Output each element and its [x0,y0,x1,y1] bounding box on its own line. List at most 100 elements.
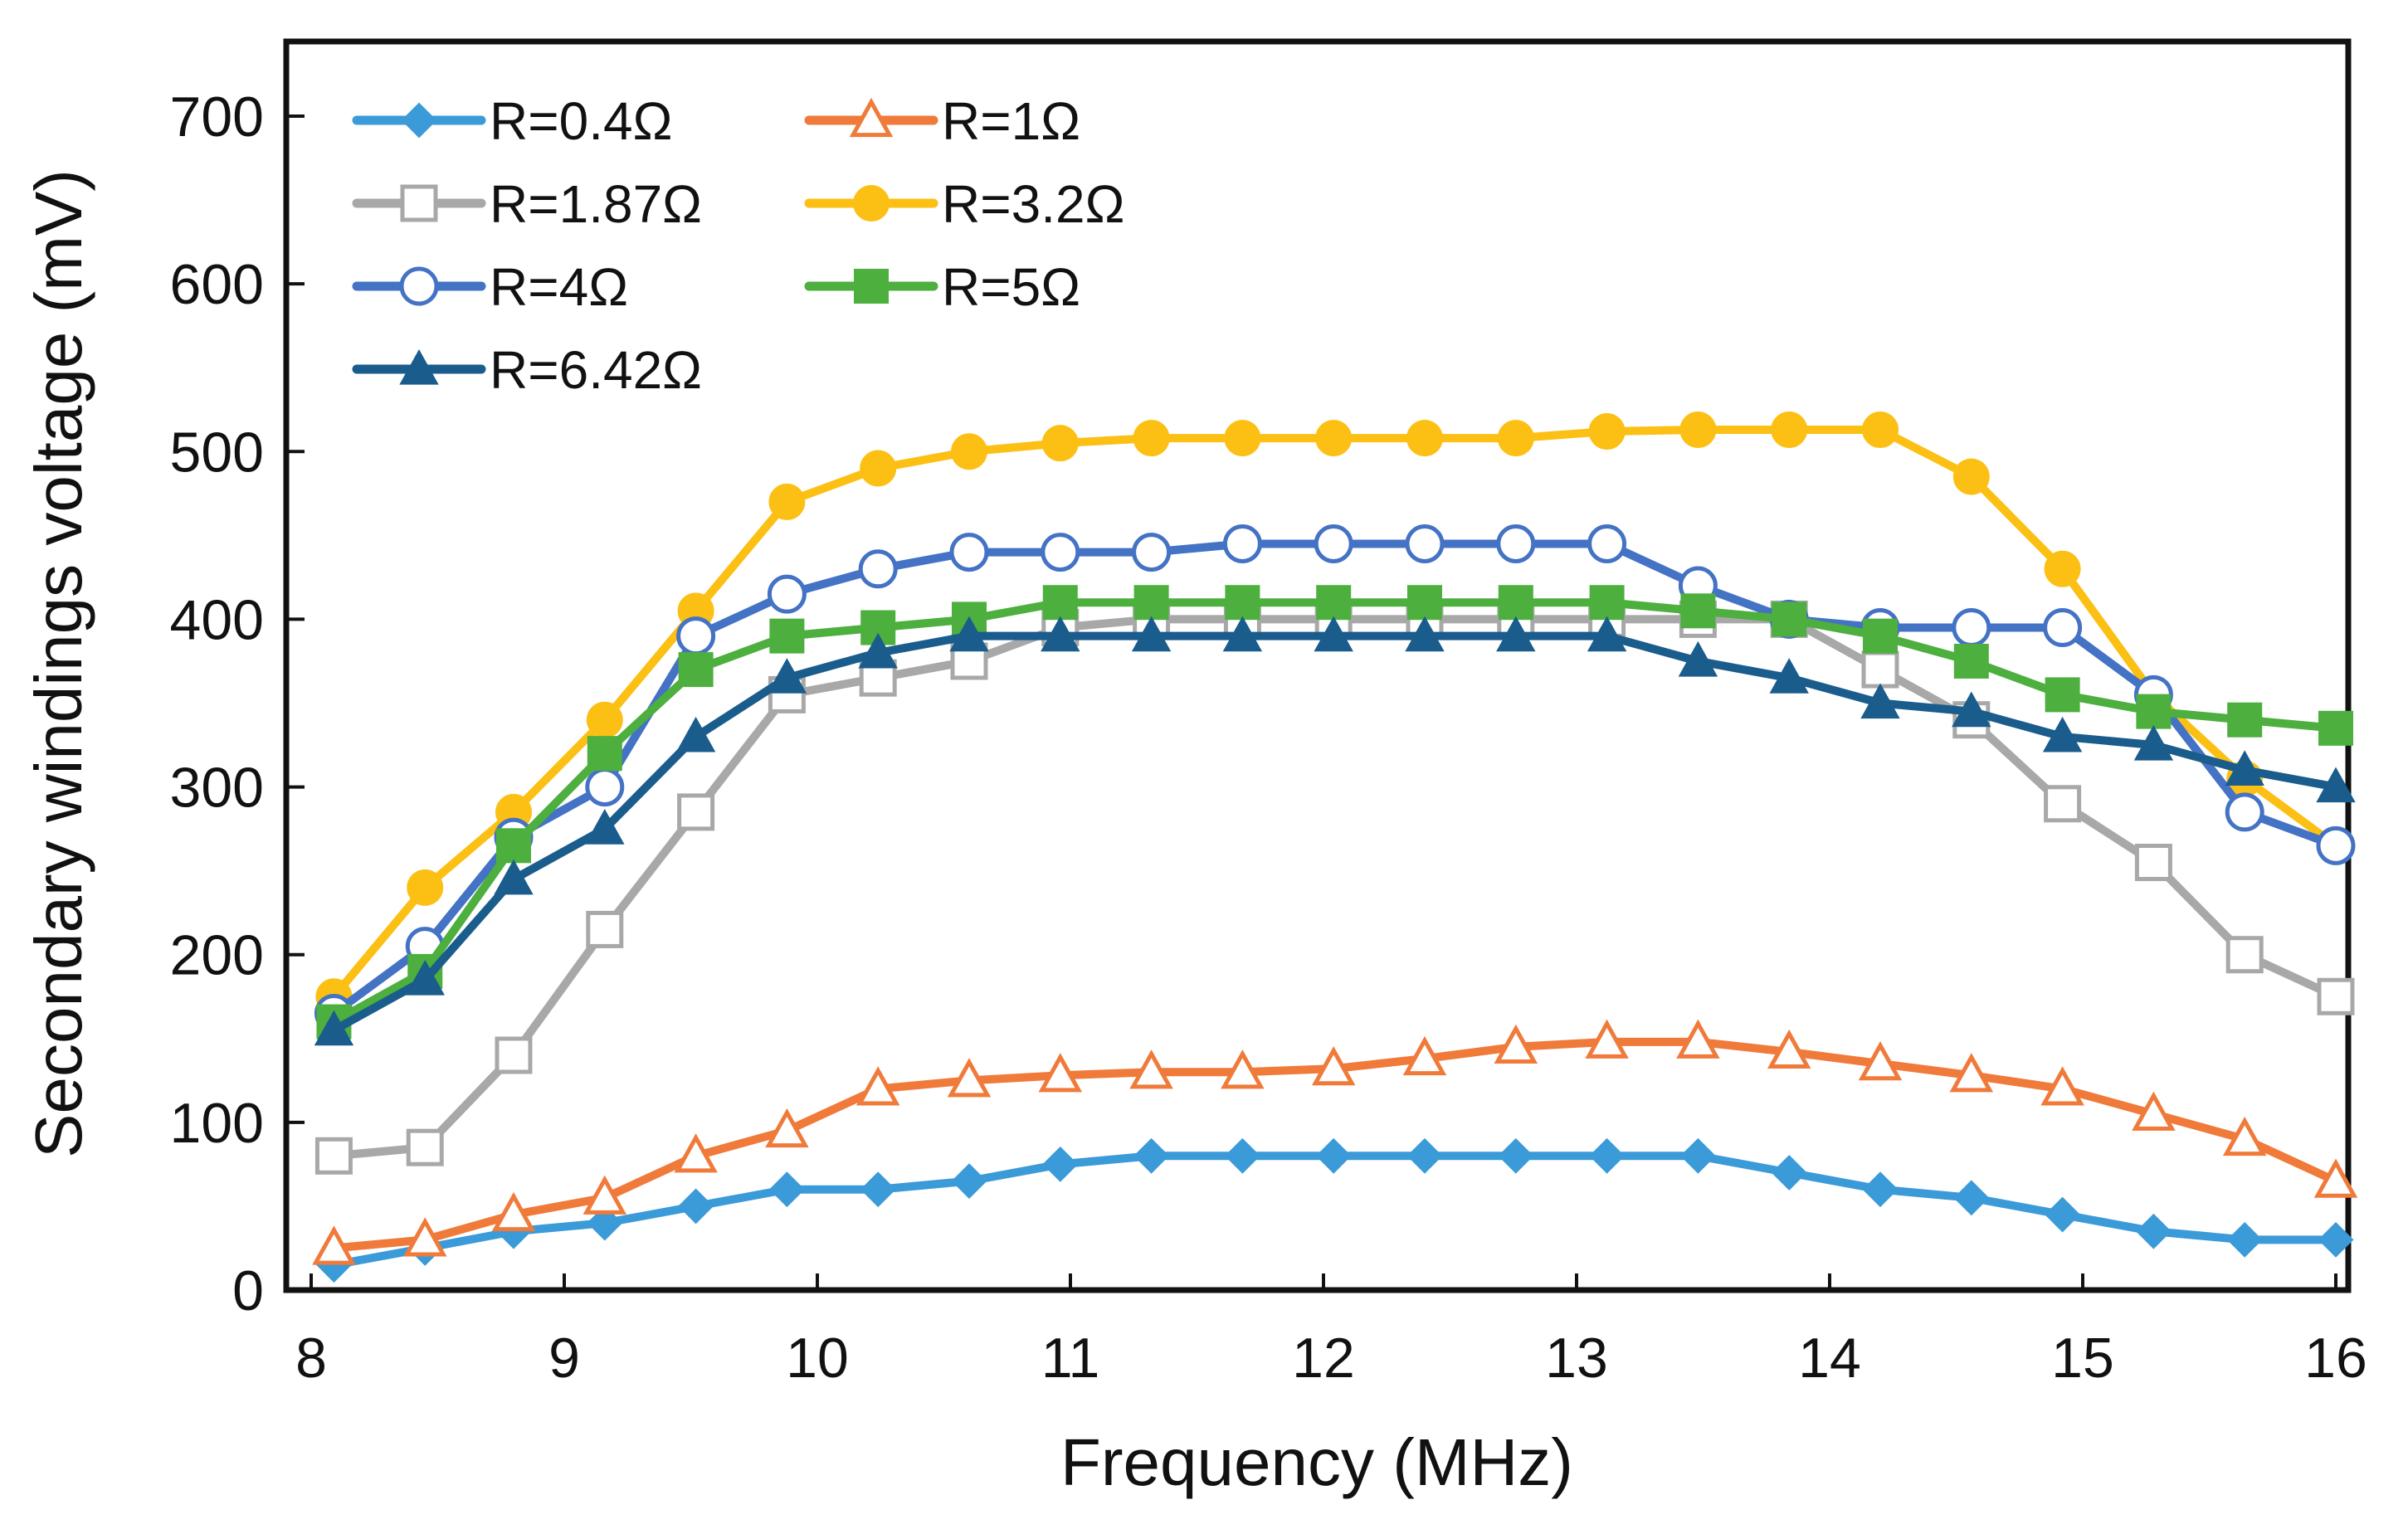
y-axis-title: Secondary windings voltage (mV) [22,169,95,1158]
x-tick-label: 11 [1041,1327,1100,1390]
data-point [1589,585,1625,621]
data-point [1133,585,1169,621]
series-R=1Ω [312,1019,2358,1265]
data-point [1952,608,1991,648]
data-point [951,1163,987,1200]
legend-swatch-marker [399,348,439,385]
data-point [1496,523,1536,563]
data-point [1496,616,1536,652]
data-point [1406,1137,1443,1174]
data-point [2317,977,2355,1015]
data-point [1225,585,1260,621]
data-point [1038,1053,1083,1093]
legend-swatch-marker [400,184,438,222]
data-point [2044,785,2082,823]
data-point [858,632,898,669]
x-tick-label: 15 [2051,1327,2114,1390]
series-R=6.42Ω [314,616,2356,1046]
data-point [1041,425,1079,462]
data-point [1316,585,1352,621]
y-tick-label: 300 [170,757,264,820]
data-point [1863,618,1898,654]
data-point [765,1108,809,1148]
data-point [587,736,622,772]
data-point [860,610,896,645]
legend-label: R=5Ω [942,257,1080,317]
legend-item: R=4Ω [352,257,628,317]
data-point [1131,616,1172,652]
data-point [1771,411,1808,449]
data-point [678,652,714,688]
data-point [1402,1035,1447,1076]
x-tick-label: 8 [295,1327,327,1390]
data-point [496,828,531,864]
data-point [1042,585,1078,621]
data-point [2045,1196,2081,1233]
data-point [768,483,806,520]
data-point [1222,616,1263,652]
x-tick-label: 13 [1545,1327,1608,1390]
data-point [1676,1019,1720,1059]
legend-swatch-marker [399,266,439,306]
data-point [1041,616,1080,652]
plot-frame [283,38,2352,1293]
data-point [947,1058,992,1098]
legend-item: R=3.2Ω [804,174,1124,234]
legend-item: R=6.42Ω [352,340,702,400]
data-point [1042,1146,1079,1182]
data-point [1769,658,1809,694]
legend-item: R=1Ω [804,91,1080,151]
data-point [494,859,534,895]
data-point [1678,640,1718,677]
data-point [768,1171,805,1208]
data-point [1405,616,1445,652]
data-point [1498,585,1533,621]
data-point [1129,1049,1173,1089]
data-point [1952,458,1990,495]
data-point [585,767,625,807]
data-point [1498,1137,1534,1174]
data-point [2313,1158,2358,1198]
data-point [1949,1053,1994,1093]
data-point [405,959,445,996]
data-point [491,1191,536,1232]
data-point [767,658,807,694]
data-point [860,450,897,487]
data-point [2222,1116,2267,1156]
y-tick-label: 0 [232,1259,264,1322]
legend-swatch-marker [853,185,890,222]
data-point [767,574,807,614]
legend-item: R=0.4Ω [352,91,672,151]
data-point [1041,533,1080,572]
data-point [2132,1091,2176,1131]
legend-item: R=5Ω [804,257,1080,317]
legend-swatch-marker [401,102,437,139]
data-point [2044,550,2081,587]
data-point [583,1175,627,1215]
legend-swatch-marker [849,97,894,138]
data-point [1680,593,1716,629]
x-tick-label: 9 [548,1327,580,1390]
data-point [1862,411,1899,449]
data-point [860,1171,896,1208]
data-point [1861,650,1899,689]
data-point [1311,1046,1356,1086]
data-point [1587,616,1627,652]
data-point [1858,1040,1903,1081]
data-point [2042,716,2083,752]
data-point [1953,643,1989,679]
data-point [1132,533,1172,572]
data-point [2045,677,2080,713]
data-point [1494,1024,1538,1064]
data-point [2133,724,2174,761]
y-tick-label: 700 [170,85,264,149]
legend-label: R=6.42Ω [490,340,702,400]
data-point [2225,750,2264,786]
data-point [2316,767,2356,803]
data-point [2225,792,2264,832]
legend-label: R=1Ω [942,91,1080,151]
data-point [1862,1171,1899,1208]
legend-label: R=1.87Ω [490,174,702,234]
